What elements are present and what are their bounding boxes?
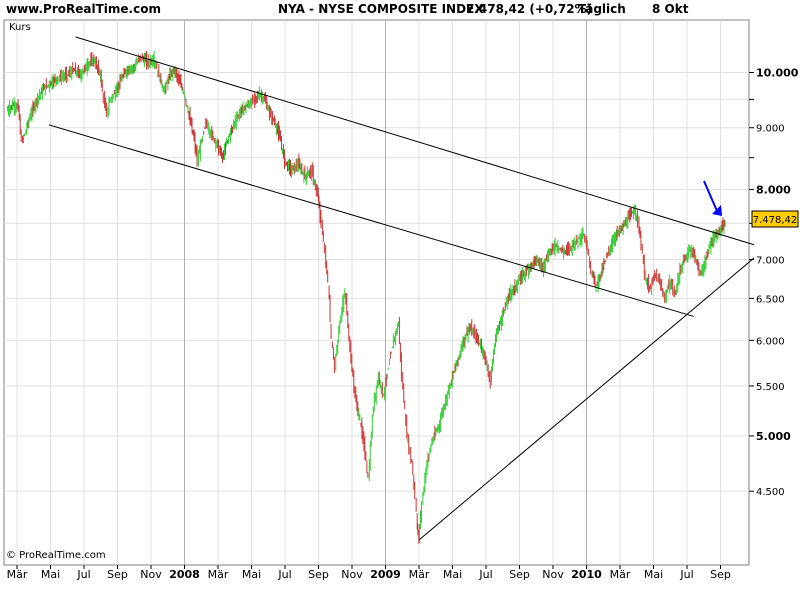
x-tick-label: Mai — [644, 568, 663, 581]
site-name[interactable]: www.ProRealTime.com — [6, 2, 161, 16]
chart-title: NYA - NYSE COMPOSITE INDEX — [278, 2, 484, 16]
y-tick-label: 6.500 — [756, 294, 785, 305]
y-tick-label: 10.000 — [756, 66, 799, 79]
price-tag-label: 7.478,42 — [753, 215, 798, 226]
x-tick-label: Jul — [679, 568, 693, 581]
trendlines — [48, 36, 755, 541]
blue-arrow-icon — [703, 180, 722, 216]
x-tick-label: 2010 — [571, 568, 602, 581]
trendline — [418, 257, 755, 541]
trendline — [75, 36, 755, 246]
x-tick-label: Sep — [107, 568, 128, 581]
x-tick-label: Sep — [509, 568, 530, 581]
x-tick-label: Sep — [710, 568, 731, 581]
x-tick-label: Jul — [76, 568, 90, 581]
grid-layer — [4, 20, 749, 565]
y-tick-label: 7.000 — [756, 256, 785, 267]
x-tick-label: Mär — [208, 568, 229, 581]
period-label: Täglich — [578, 2, 626, 16]
x-tick-label: Jul — [277, 568, 291, 581]
y-tick-label: 5.000 — [756, 430, 791, 443]
x-tick-label: Mai — [41, 568, 60, 581]
x-tick-label: Mär — [409, 568, 430, 581]
x-tick-label: Nov — [140, 568, 162, 581]
x-tick-label: Mär — [7, 568, 28, 581]
plot-frame — [3, 19, 750, 566]
x-tick-label: 2008 — [169, 568, 200, 581]
y-tick-label: 5.500 — [756, 382, 785, 393]
x-tick-label: Sep — [308, 568, 329, 581]
x-tick-label: 2009 — [370, 568, 401, 581]
x-tick-label: Mär — [610, 568, 631, 581]
y-tick-label: 8.000 — [756, 183, 791, 196]
trendline — [48, 124, 694, 317]
date-label: 8 Okt — [652, 2, 689, 16]
price-tag: 7.478,42 — [751, 210, 799, 228]
x-tick-label: Nov — [341, 568, 363, 581]
x-tick-label: Nov — [542, 568, 564, 581]
price-bars — [6, 50, 726, 544]
y-axis: 10.000 9.000 8.000 7.000 6.500 6.000 5.500 5.00… — [749, 66, 799, 498]
x-axis: Mär Mai Jul Sep Nov 2008 Mär Mai Jul Sep Nov 2009 Mä… — [7, 565, 731, 581]
y-tick-label: 6.000 — [756, 336, 785, 347]
quote-value: 7.478,42 (+0,72%) — [466, 2, 593, 16]
x-tick-label: Mai — [443, 568, 462, 581]
y-tick-label: 4.500 — [756, 487, 785, 498]
y-tick-label: 9.000 — [756, 124, 785, 135]
chart-header: www.ProRealTime.com NYA - NYSE COMPOSITE… — [0, 0, 800, 18]
x-tick-label: Jul — [478, 568, 492, 581]
x-tick-label: Mai — [242, 568, 261, 581]
copyright-label: © ProRealTime.com — [6, 550, 106, 561]
panel-label: Kurs — [9, 22, 31, 33]
